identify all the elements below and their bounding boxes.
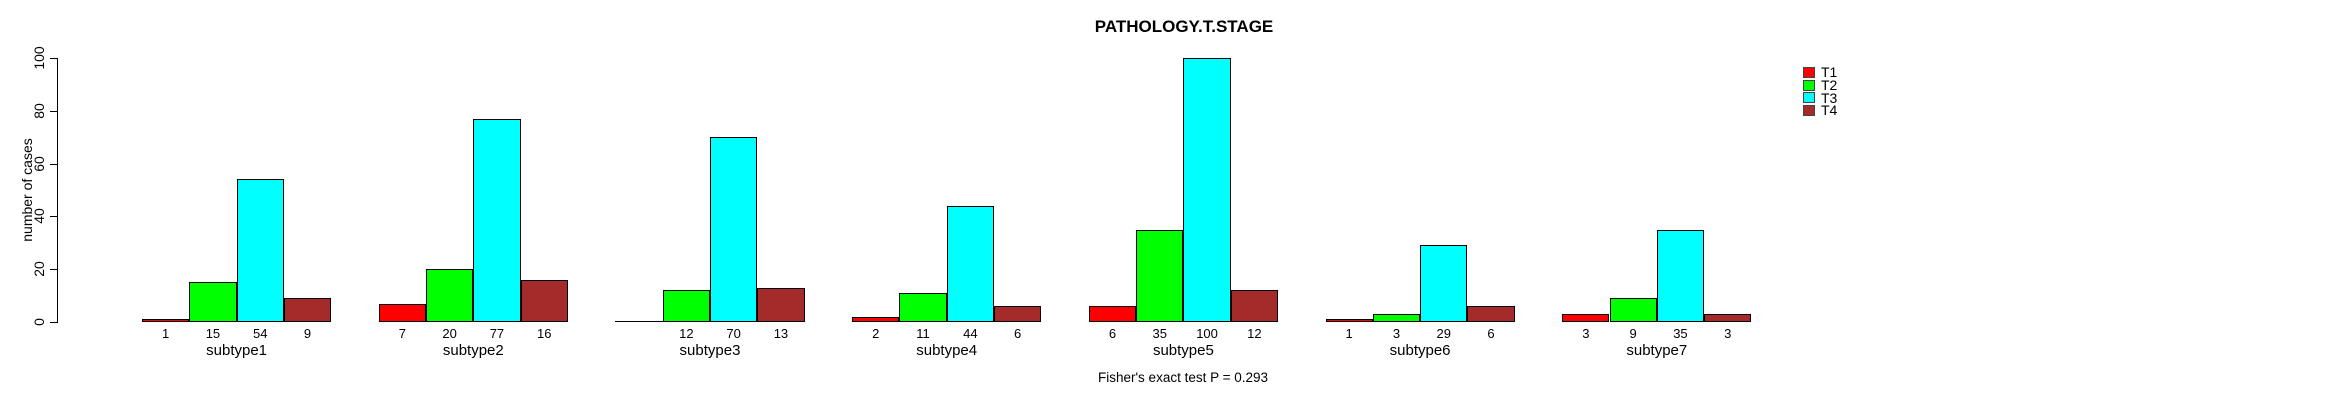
bar-subtype4-T2: [899, 293, 947, 322]
bar-subtype5-T3: [1183, 58, 1231, 322]
bar-subtype5-T2: [1136, 229, 1184, 322]
fishers-test-caption: Fisher's exact test P = 0.293: [1097, 370, 1269, 385]
bar-subtype6-T4: [1467, 306, 1515, 322]
y-tick-label: 80: [31, 103, 47, 119]
bar-value-label-subtype1-T4: 9: [303, 326, 312, 341]
bar-subtype5-T4: [1230, 290, 1278, 322]
bar-value-label-subtype4-T2: 11: [916, 326, 930, 341]
legend-row-T3: T3: [1803, 89, 1838, 106]
y-tick-mark: [50, 216, 57, 218]
bar-subtype1-T3: [236, 179, 284, 322]
x-category-label-subtype7: subtype7: [1626, 342, 1688, 359]
y-tick-label: 100: [31, 46, 47, 70]
bar-value-label-subtype5-T2: 35: [1152, 326, 1167, 341]
x-category-label-subtype1: subtype1: [206, 342, 268, 359]
bar-subtype6-T2: [1372, 314, 1421, 322]
bar-subtype7-T1: [1562, 314, 1610, 322]
bar-subtype1-T4: [283, 298, 332, 322]
bar-value-label-subtype2-T1: 7: [398, 326, 406, 341]
bar-subtype4-T4: [994, 306, 1042, 322]
bar-value-label-subtype7-T3: 35: [1673, 326, 1688, 341]
bar-subtype3-T3: [710, 137, 758, 322]
bar-value-label-subtype6-T3: 29: [1436, 326, 1451, 341]
bar-value-label-subtype7-T2: 9: [1629, 326, 1637, 341]
y-tick-mark: [50, 269, 57, 271]
legend-row-T4: T4: [1803, 102, 1838, 119]
legend: T1 T2 T3 T4: [1803, 64, 1838, 119]
x-category-label-subtype4: subtype4: [916, 342, 978, 359]
bar-subtype1-T1: [142, 319, 190, 322]
bar-value-label-subtype2-T2: 20: [442, 326, 457, 341]
y-tick-label: 40: [31, 208, 47, 225]
bar-subtype3-T1: [615, 321, 663, 322]
bar-value-label-subtype7-T4: 3: [1724, 326, 1732, 341]
bar-value-label-subtype4-T1: 2: [872, 326, 880, 341]
bar-value-label-subtype7-T1: 3: [1582, 326, 1590, 341]
legend-row-T2: T2: [1803, 77, 1838, 94]
legend-swatch-T2: [1803, 79, 1815, 91]
bar-subtype7-T3: [1656, 229, 1705, 322]
bar-value-label-subtype4-T4: 6: [1014, 326, 1022, 341]
bar-subtype5-T1: [1088, 306, 1137, 322]
y-tick-mark: [50, 322, 57, 323]
bar-value-label-subtype3-T4: 13: [773, 326, 789, 341]
bar-subtype1-T2: [189, 282, 237, 322]
x-category-label-subtype2: subtype2: [442, 342, 504, 359]
legend-swatch-T3: [1803, 92, 1815, 104]
y-tick-mark: [50, 58, 57, 59]
bar-value-label-subtype5-T3: 100: [1196, 326, 1218, 341]
bar-subtype3-T4: [757, 287, 805, 322]
bar-subtype3-T2: [662, 290, 710, 322]
bar-value-label-subtype6-T1: 1: [1345, 326, 1353, 341]
bar-subtype4-T3: [946, 205, 994, 322]
bar-subtype2-T3: [473, 118, 521, 322]
bar-subtype4-T1: [852, 316, 900, 322]
bar-subtype2-T2: [426, 269, 474, 322]
bar-subtype2-T4: [520, 279, 568, 322]
x-category-label-subtype6: subtype6: [1389, 342, 1451, 359]
bar-subtype7-T4: [1704, 314, 1752, 322]
bar-subtype6-T3: [1420, 245, 1468, 322]
bar-value-label-subtype1-T3: 54: [253, 326, 268, 341]
y-axis-title: number of cases: [19, 138, 35, 242]
legend-label-T1: T1: [1821, 64, 1838, 81]
legend-label-T3: T3: [1821, 89, 1838, 106]
bar-value-label-subtype2-T3: 77: [489, 326, 505, 341]
bar-subtype7-T2: [1609, 298, 1657, 322]
bar-value-label-subtype1-T1: 1: [162, 326, 170, 341]
y-tick-mark: [50, 110, 57, 112]
legend-label-T4: T4: [1821, 102, 1838, 119]
bar-value-label-subtype4-T3: 44: [963, 326, 978, 341]
chart-title: PATHOLOGY.T.STAGE: [1094, 17, 1274, 36]
bar-value-label-subtype1-T2: 15: [205, 326, 221, 341]
bar-value-label-subtype3-T2: 12: [679, 326, 694, 341]
legend-label-T2: T2: [1821, 77, 1838, 94]
legend-swatch-T1: [1803, 66, 1815, 78]
y-tick-label: 20: [31, 261, 47, 277]
y-tick-label: 0: [31, 318, 47, 326]
y-tick-mark: [50, 163, 57, 165]
bar-value-label-subtype2-T4: 16: [537, 326, 552, 341]
y-axis-line: [57, 58, 58, 323]
x-category-label-subtype5: subtype5: [1152, 342, 1214, 359]
bar-value-label-subtype5-T4: 12: [1247, 326, 1262, 341]
bar-value-label-subtype5-T1: 6: [1108, 326, 1117, 341]
y-tick-label: 60: [31, 155, 47, 172]
bar-value-label-subtype3-T3: 70: [726, 326, 741, 341]
x-category-label-subtype3: subtype3: [679, 342, 741, 359]
bar-subtype6-T1: [1325, 319, 1373, 322]
bar-value-label-subtype6-T2: 3: [1392, 326, 1401, 341]
bar-value-label-subtype6-T4: 6: [1487, 326, 1495, 341]
legend-swatch-T4: [1803, 104, 1815, 116]
legend-row-T1: T1: [1803, 64, 1838, 81]
bar-subtype2-T1: [378, 303, 426, 322]
